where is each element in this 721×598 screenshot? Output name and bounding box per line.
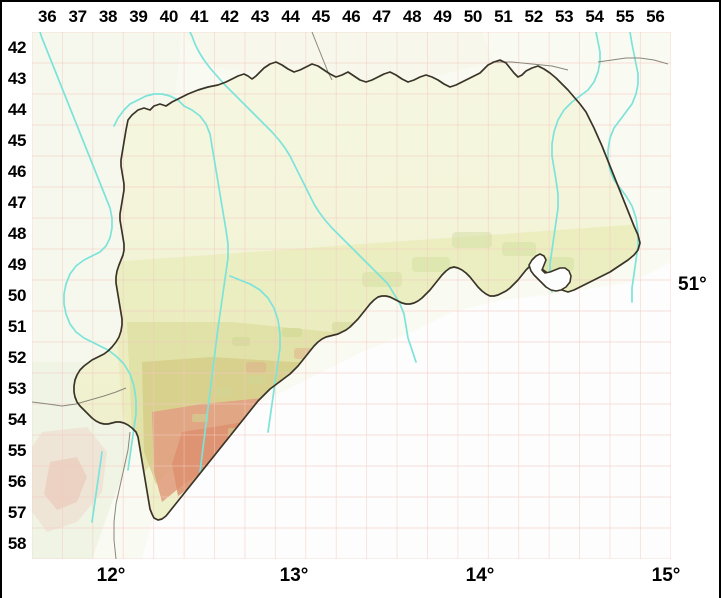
top-tick-50: 50 xyxy=(463,7,483,26)
top-tick-36: 36 xyxy=(38,7,57,26)
left-tick-46: 46 xyxy=(7,161,27,181)
left-tick-49: 49 xyxy=(7,254,27,274)
bottom-axis-longitude: 12° 13° 14° 15° xyxy=(2,559,719,598)
top-tick-37: 37 xyxy=(68,7,87,26)
top-tick-38: 38 xyxy=(98,7,118,26)
left-tick-54: 54 xyxy=(7,409,27,429)
river-network-layer xyxy=(39,32,639,523)
longitude-label-3: 15° xyxy=(651,565,681,586)
top-tick-49: 49 xyxy=(433,7,452,26)
top-tick-40: 40 xyxy=(159,7,179,26)
top-tick-55: 55 xyxy=(615,7,635,26)
top-tick-42: 42 xyxy=(220,7,239,26)
top-tick-52: 52 xyxy=(524,7,544,26)
top-tick-48: 48 xyxy=(402,7,422,26)
saxony-state-border xyxy=(73,59,641,521)
top-tick-41: 41 xyxy=(190,7,209,26)
left-tick-53: 53 xyxy=(7,378,27,398)
left-tick-48: 48 xyxy=(7,223,27,243)
top-tick-44: 44 xyxy=(281,7,300,26)
top-tick-43: 43 xyxy=(250,7,270,26)
left-tick-52: 52 xyxy=(7,347,27,367)
top-tick-46: 46 xyxy=(342,7,361,26)
longitude-label-2: 14° xyxy=(465,565,495,586)
zittau-notch-border xyxy=(528,253,572,292)
top-tick-39: 39 xyxy=(129,7,148,26)
map-plot-area[interactable] xyxy=(32,32,671,559)
left-axis-grid-numbers: 42 43 44 45 46 47 48 49 50 51 52 53 54 55 56 57 58 xyxy=(2,32,32,559)
left-tick-45: 45 xyxy=(7,130,27,150)
top-tick-47: 47 xyxy=(372,7,392,26)
top-tick-53: 53 xyxy=(554,7,574,26)
left-tick-50: 50 xyxy=(7,285,27,305)
left-tick-43: 43 xyxy=(7,68,27,88)
left-tick-44: 44 xyxy=(7,99,27,119)
longitude-label-1: 13° xyxy=(279,565,309,586)
left-tick-47: 47 xyxy=(7,192,27,212)
top-axis-grid-numbers: 36 37 38 39 40 41 42 43 44 45 46 47 48 49 50 51 52 53 54 55… xyxy=(32,2,671,32)
left-tick-51: 51 xyxy=(7,316,27,336)
latitude-label-0: 51° xyxy=(678,274,707,295)
left-tick-56: 56 xyxy=(7,471,27,491)
grid-lines-layer xyxy=(32,32,671,559)
longitude-label-0: 12° xyxy=(96,565,126,586)
top-tick-56: 56 xyxy=(646,7,665,26)
top-tick-45: 45 xyxy=(311,7,331,26)
left-tick-57: 57 xyxy=(7,502,27,522)
left-tick-55: 55 xyxy=(7,440,27,460)
left-tick-42: 42 xyxy=(7,37,27,57)
top-tick-54: 54 xyxy=(585,7,604,26)
left-tick-58: 58 xyxy=(7,533,27,553)
top-tick-51: 51 xyxy=(494,7,513,26)
